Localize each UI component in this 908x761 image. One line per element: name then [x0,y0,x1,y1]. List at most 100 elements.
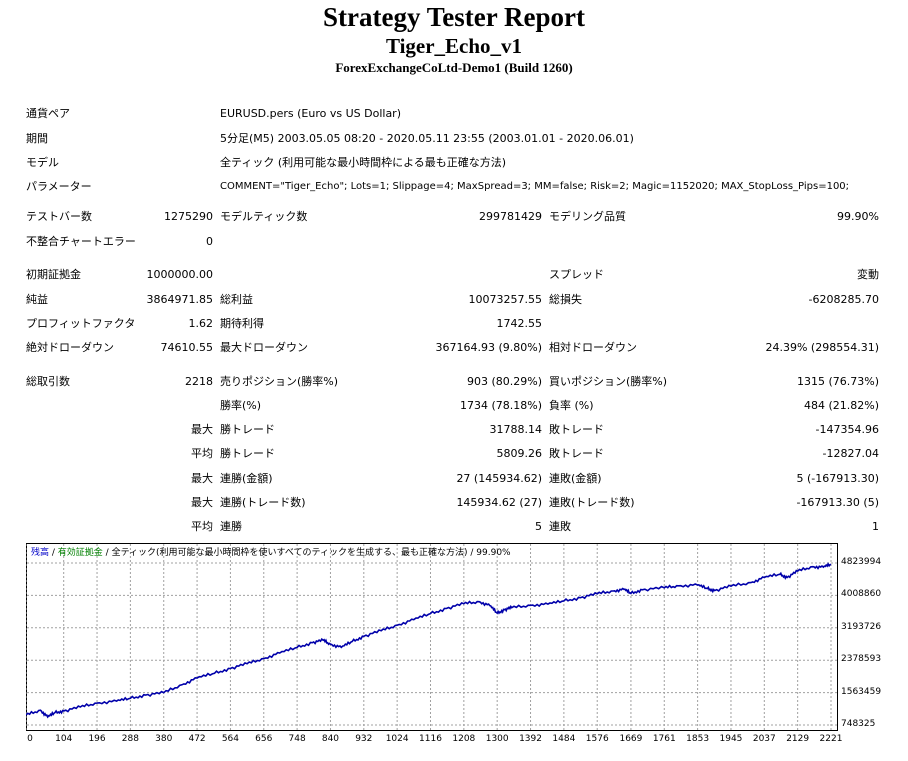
y-tick-label: 4008860 [841,589,882,600]
rel-drawdown-value: 24.39% (298554.31) [765,341,879,354]
legend-separator: / [102,548,112,558]
max-drawdown-label: 最大ドローダウン [220,341,308,354]
avg-cons-losses-value: 1 [872,520,879,533]
balance-chart: 残高 / 有効証拠金 / 全ティック(利用可能な最小時間枠を使いすべてのティック… [26,543,882,748]
x-tick-label: 1669 [619,734,643,744]
x-tick-label: 564 [221,734,239,744]
ticks-value: 299781429 [479,210,542,223]
symbol-label: 通貨ペア [26,107,70,120]
net-profit-value: 3864971.85 [146,293,213,306]
average-loss-label: 敗トレード [549,447,604,460]
cons-wins-count-value: 145934.62 (27) [456,496,542,509]
loss-rate-label: 負率 (%) [549,399,594,412]
x-tick-label: 656 [255,734,273,744]
x-tick-label: 472 [188,734,206,744]
symbol-value: EURUSD.pers (Euro vs US Dollar) [220,107,402,120]
bars-value: 1275290 [164,210,213,223]
period-value: 5分足(M5) 2003.05.05 08:20 - 2020.05.11 23… [220,132,634,145]
x-tick-label: 2129 [786,734,810,744]
profit-factor-value: 1.62 [188,317,214,330]
y-tick-label: 2378593 [841,654,882,665]
server-build: ForexExchangeCoLtd-Demo1 (Build 1260) [335,60,573,75]
average-win-value: 5809.26 [496,447,543,460]
balance-line [26,562,832,719]
bars-label: テストバー数 [26,210,92,223]
x-tick-label: 1576 [585,734,609,744]
x-tick-label: 2037 [752,734,776,744]
x-tick-label: 932 [355,734,373,744]
max-consecutive-count-prefix: 最大 [191,496,213,509]
cons-losses-count-label: 連敗(トレード数) [549,496,635,509]
chart-legend: 残高 / 有効証拠金 / 全ティック(利用可能な最小時間枠を使いすべてのティック… [31,545,511,558]
y-tick-label: 748325 [841,719,876,729]
x-tick-label: 1484 [552,734,576,744]
long-positions-value: 1315 (76.73%) [796,375,879,388]
legend-separator: / [49,548,58,558]
spread-label: スプレッド [549,268,604,281]
legend-balance: 残高 [31,548,50,558]
gross-loss-value: -6208285.70 [808,293,879,306]
y-tick-label: 1563459 [841,686,882,697]
x-tick-label: 380 [155,734,173,744]
x-tick-label: 104 [55,734,73,744]
average-prefix: 平均 [191,447,213,460]
deposit-value: 1000000.00 [146,268,213,281]
avg-cons-losses-label: 連敗 [549,520,571,533]
report-title: Strategy Tester Report [323,2,585,32]
ticks-label: モデルティック数 [220,210,308,223]
win-rate-value: 1734 (78.18%) [459,399,542,412]
expected-payoff-label: 期待利得 [220,317,264,330]
net-profit-label: 純益 [26,293,48,306]
model-label: モデル [26,156,59,169]
short-positions-value: 903 (80.29%) [466,375,542,388]
gross-loss-label: 総損失 [549,293,582,306]
spread-value: 変動 [857,268,879,281]
largest-loss-value: -147354.96 [815,423,879,436]
legend-equity: 有効証拠金 [57,548,103,558]
x-tick-label: 0 [27,734,33,744]
largest-win-value: 31788.14 [489,423,543,436]
largest-loss-label: 敗トレード [549,423,604,436]
average-win-label: 勝トレード [220,447,275,460]
x-tick-label: 1761 [652,734,676,744]
chart-frame [26,543,838,731]
short-positions-label: 売りポジション(勝率%) [220,375,339,388]
gross-profit-label: 総利益 [220,293,253,306]
x-tick-label: 1116 [419,734,442,744]
largest-win-label: 勝トレード [220,423,275,436]
expected-payoff-value: 1742.55 [496,317,543,330]
abs-drawdown-label: 絶対ドローダウン [26,341,114,354]
profit-factor-label: プロフィットファクタ [26,317,136,330]
x-tick-label: 1392 [519,734,542,744]
max-drawdown-value: 367164.93 (9.80%) [435,341,542,354]
ea-name: Tiger_Echo_v1 [385,34,523,58]
largest-prefix: 最大 [191,423,213,436]
gross-profit-value: 10073257.55 [468,293,542,306]
max-consecutive-prefix: 最大 [191,472,213,485]
mismatch-label: 不整合チャートエラー [26,235,136,248]
x-tick-label: 288 [121,734,139,744]
x-tick-label: 748 [288,734,306,744]
model-quality-label: モデリング品質 [549,210,626,223]
cons-losses-money-label: 連敗(金額) [549,472,602,485]
x-tick-label: 1945 [719,734,743,744]
legend-model: 全ティック(利用可能な最小時間枠を使いすべてのティックを生成する、最も正確な方法… [111,548,468,558]
legend-quality: / 99.90% [467,548,511,558]
period-label: 期間 [26,132,48,145]
chart-grid [26,544,837,730]
x-tick-label: 1024 [385,734,409,744]
avg-cons-wins-label: 連勝 [220,520,242,533]
model-value: 全ティック (利用可能な最小時間枠による最も正確な方法) [220,156,507,169]
y-tick-label: 4823994 [841,557,882,567]
x-tick-label: 1300 [485,734,509,744]
params-value: COMMENT="Tiger_Echo"; Lots=1; Slippage=4… [220,181,850,192]
cons-wins-count-label: 連勝(トレード数) [220,496,306,509]
average-loss-value: -12827.04 [822,447,879,460]
x-tick-label: 1208 [452,734,476,744]
cons-wins-money-label: 連勝(金額) [220,472,273,485]
deposit-label: 初期証拠金 [26,268,81,281]
params-label: パラメーター [26,180,92,193]
x-tick-label: 196 [88,734,106,744]
long-positions-label: 買いポジション(勝率%) [549,375,668,388]
x-tick-label: 1853 [686,734,710,744]
